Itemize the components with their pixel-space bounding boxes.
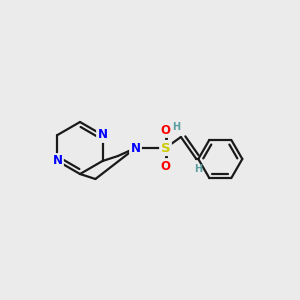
Text: H: H	[194, 164, 202, 174]
Text: O: O	[160, 160, 170, 172]
Text: S: S	[161, 142, 170, 154]
Text: H: H	[172, 122, 180, 132]
Text: N: N	[52, 154, 62, 167]
Text: O: O	[160, 124, 170, 136]
Text: N: N	[130, 142, 140, 154]
Text: N: N	[98, 128, 107, 142]
